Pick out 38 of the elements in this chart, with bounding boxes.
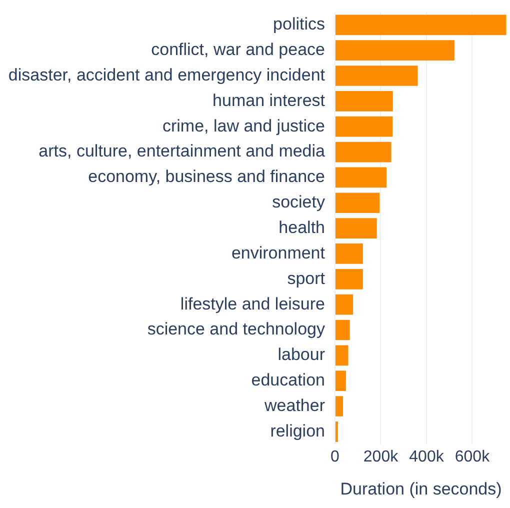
y-tick-label: sport <box>287 268 326 288</box>
y-tick-label: politics <box>273 14 325 34</box>
x-tick-label: 400k <box>409 448 445 466</box>
x-tick-label: 200k <box>363 448 400 466</box>
y-tick-label: science and technology <box>147 320 326 339</box>
y-tick-label: education <box>251 370 325 390</box>
bar <box>336 66 418 86</box>
x-tick-label: 0 <box>330 448 340 466</box>
y-tick-label: lifestyle and leisure <box>180 294 325 314</box>
bar <box>336 294 354 315</box>
bar <box>336 370 346 392</box>
bar <box>336 142 392 162</box>
bar <box>336 192 380 214</box>
y-tick-label: weather <box>264 396 326 415</box>
bar <box>336 167 386 188</box>
bar <box>336 14 506 36</box>
y-tick-label: crime, law and justice <box>162 116 325 136</box>
y-tick-label: conflict, war and peace <box>151 40 325 60</box>
bar <box>336 40 454 61</box>
x-axis-title: Duration (in seconds) <box>340 479 502 498</box>
y-tick-label: economy, business and finance <box>88 167 325 186</box>
bar <box>336 91 393 112</box>
y-tick-label: arts, culture, entertainment and media <box>38 142 326 161</box>
y-tick-label: human interest <box>212 90 326 110</box>
y-tick-label: disaster, accident and emergency incident <box>8 65 326 84</box>
y-tick-label: labour <box>278 345 326 364</box>
bar <box>336 345 348 366</box>
bar <box>336 268 363 290</box>
bar <box>336 218 377 238</box>
bar <box>336 320 350 340</box>
x-tick-label: 600k <box>454 448 491 466</box>
bar <box>336 396 344 416</box>
y-tick-label: religion <box>270 421 325 440</box>
y-tick-label: health <box>278 218 325 237</box>
bar <box>336 116 393 137</box>
y-tick-label: environment <box>231 243 326 262</box>
y-tick-label: society <box>272 192 326 212</box>
bar <box>336 244 363 264</box>
